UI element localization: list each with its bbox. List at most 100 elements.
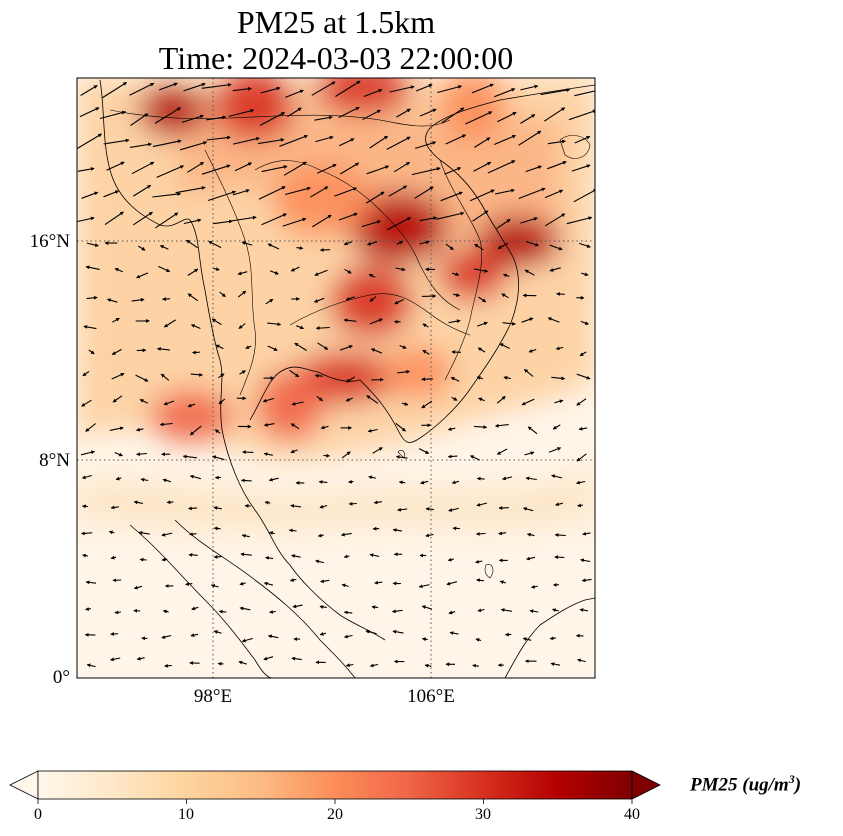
wind-arrow — [348, 479, 354, 484]
wind-arrow — [419, 240, 430, 245]
wind-arrow — [241, 533, 250, 538]
wind-arrow — [474, 425, 488, 429]
wind-arrow — [420, 480, 429, 485]
wind-arrow — [366, 241, 378, 246]
wind-arrow — [156, 165, 185, 178]
wind-arrow — [314, 269, 328, 276]
wind-arrow — [290, 554, 301, 558]
wind-quiver — [77, 80, 595, 668]
wind-arrow — [547, 317, 560, 323]
wind-arrow — [450, 377, 460, 382]
wind-arrow — [213, 526, 221, 531]
wind-arrow — [418, 584, 430, 589]
coastline-gulf — [249, 84, 595, 443]
wind-arrow — [267, 345, 278, 351]
wind-arrow — [135, 427, 144, 432]
wind-arrow — [77, 167, 95, 172]
wind-arrow — [369, 296, 377, 302]
wind-arrow — [554, 502, 563, 507]
colorbar-extend-high — [631, 770, 661, 800]
wind-arrow — [81, 191, 99, 199]
wind-arrow — [239, 370, 246, 375]
wind-arrow — [316, 395, 324, 402]
wind-arrow — [77, 133, 103, 150]
wind-arrow — [579, 242, 591, 248]
wind-arrow — [494, 423, 509, 428]
wind-arrow — [334, 187, 358, 197]
colorbar-label-text: PM25 (ug/m — [690, 774, 789, 796]
wind-arrow — [152, 192, 182, 198]
wind-arrow — [164, 663, 172, 668]
wind-arrow — [448, 319, 461, 324]
colorbar-tick-label-0: 0 — [34, 806, 42, 823]
wind-arrow — [239, 581, 246, 586]
wind-arrow — [437, 85, 463, 94]
wind-arrow — [103, 190, 120, 198]
wind-arrow — [133, 500, 144, 505]
wind-arrow — [318, 480, 328, 484]
wind-arrow — [88, 349, 95, 355]
island-con-son — [484, 564, 494, 579]
wind-arrow — [315, 326, 330, 331]
wind-arrow — [543, 107, 566, 122]
wind-arrow — [232, 86, 252, 92]
coastlines — [99, 79, 595, 678]
wind-arrow — [397, 507, 408, 512]
wind-arrow — [262, 397, 275, 403]
wind-arrow — [344, 268, 352, 274]
wind-arrow — [282, 217, 307, 227]
border-china — [109, 109, 451, 127]
wind-arrow — [391, 609, 403, 614]
wind-arrow — [85, 580, 97, 585]
wind-arrow — [129, 82, 155, 96]
coastline-sumatra — [129, 524, 273, 678]
wind-arrow — [520, 217, 538, 224]
lon-tick-label-106: 106°E — [407, 686, 455, 707]
wind-arrow — [530, 584, 538, 589]
wind-arrow — [397, 369, 411, 374]
wind-arrow — [476, 476, 485, 481]
wind-arrow — [525, 476, 537, 481]
gridlines — [77, 78, 595, 678]
wind-arrow — [340, 532, 352, 537]
wind-arrow — [264, 500, 271, 505]
wind-arrow — [366, 165, 390, 175]
colorbar-gradient — [37, 770, 633, 800]
wind-arrow — [487, 160, 516, 174]
wind-arrow — [445, 134, 467, 145]
wind-arrow — [85, 423, 97, 432]
wind-arrow — [80, 450, 96, 456]
wind-arrow — [525, 241, 540, 247]
wind-arrow — [260, 86, 281, 94]
wind-arrow — [232, 136, 261, 145]
wind-arrow — [345, 663, 354, 668]
wind-arrow — [499, 343, 510, 349]
wind-arrow — [527, 426, 538, 435]
wind-arrow — [422, 323, 429, 328]
wind-arrow — [475, 559, 483, 564]
wind-arrow — [494, 188, 515, 195]
wind-arrow — [556, 292, 565, 296]
wind-arrow — [496, 218, 511, 230]
wind-arrow — [444, 167, 462, 175]
wind-arrow — [154, 107, 181, 124]
wind-arrow — [478, 296, 487, 303]
wind-arrow — [477, 608, 485, 613]
wind-arrow — [526, 556, 536, 561]
wind-arrow — [133, 184, 152, 197]
wind-arrow — [395, 455, 408, 459]
wind-arrow — [411, 167, 441, 176]
wind-arrow — [213, 219, 233, 225]
wind-arrow — [371, 605, 379, 610]
wind-arrow — [520, 84, 539, 91]
wind-arrow — [152, 139, 182, 148]
wind-arrow — [288, 528, 297, 533]
wind-arrow — [285, 186, 311, 196]
wind-arrow — [265, 298, 274, 305]
wind-arrow — [310, 186, 329, 198]
wind-arrow — [317, 533, 324, 538]
wind-arrow — [285, 89, 304, 98]
wind-arrow — [547, 161, 567, 170]
wind-arrow — [551, 474, 563, 479]
wind-arrow — [388, 185, 408, 197]
